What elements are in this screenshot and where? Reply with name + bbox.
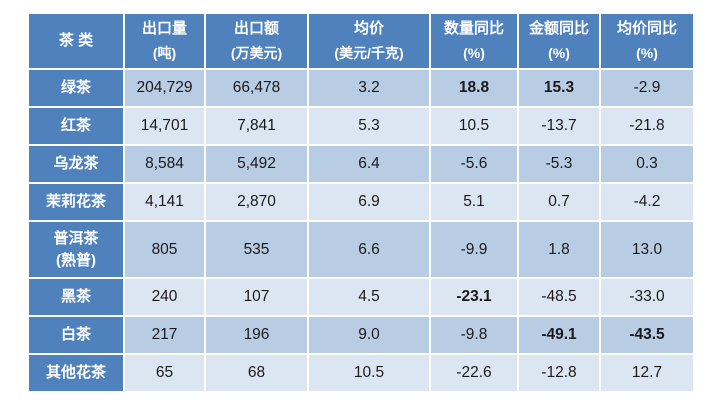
value-cell: 3.2 <box>309 70 429 106</box>
header-title: 均价同比 <box>616 20 677 37</box>
column-header: 出口量 (吨) <box>125 14 204 68</box>
column-header: 金额同比 (%) <box>519 14 599 68</box>
column-header: 数量同比 (%) <box>431 14 517 68</box>
value-cell: 66,478 <box>206 70 307 106</box>
table-row: 茉莉花茶 4,141 2,870 6.9 5.1 0.7 -4.2 <box>29 184 693 220</box>
value-cell: -5.3 <box>519 146 599 182</box>
header-row: 茶 类 出口量 (吨) 出口额 (万美元) 均价 (美元/千克) 数量同比 (%) 金额同比 (%)… <box>29 14 693 68</box>
value-cell: 12.7 <box>601 355 693 391</box>
category-cell: 绿茶 <box>29 70 123 106</box>
column-header: 均价 (美元/千克) <box>309 14 429 68</box>
value-cell: 107 <box>206 279 307 315</box>
value-cell: 0.3 <box>601 146 693 182</box>
column-header: 均价同比 (%) <box>601 14 693 68</box>
value-cell: 204,729 <box>125 70 204 106</box>
header-unit: (吨) <box>152 45 177 61</box>
category-cell: 普洱茶 (熟普) <box>29 222 123 277</box>
category-column-header: 茶 类 <box>29 14 123 68</box>
value-cell: 1.8 <box>519 222 599 277</box>
category-cell: 其他花茶 <box>29 355 123 391</box>
value-cell: 4,141 <box>125 184 204 220</box>
value-cell: -13.7 <box>519 108 599 144</box>
header-title: 均价 <box>353 20 384 37</box>
value-cell: -21.8 <box>601 108 693 144</box>
header-unit: (%) <box>636 45 658 61</box>
value-cell: 217 <box>125 317 204 353</box>
table-row: 红茶 14,701 7,841 5.3 10.5 -13.7 -21.8 <box>29 108 693 144</box>
header-title: 茶 类 <box>58 32 94 49</box>
value-cell: 6.9 <box>309 184 429 220</box>
category-cell: 黑茶 <box>29 279 123 315</box>
value-cell: 805 <box>125 222 204 277</box>
category-cell: 白茶 <box>29 317 123 353</box>
header-title: 金额同比 <box>528 20 589 37</box>
value-cell: -4.2 <box>601 184 693 220</box>
value-cell: -43.5 <box>601 317 693 353</box>
value-cell: 65 <box>125 355 204 391</box>
category-cell: 乌龙茶 <box>29 146 123 182</box>
value-cell: -9.9 <box>431 222 517 277</box>
value-cell: -2.9 <box>601 70 693 106</box>
value-cell: -9.8 <box>431 317 517 353</box>
value-cell: 14,701 <box>125 108 204 144</box>
table-row: 黑茶 240 107 4.5 -23.1 -48.5 -33.0 <box>29 279 693 315</box>
value-cell: 9.0 <box>309 317 429 353</box>
value-cell: -48.5 <box>519 279 599 315</box>
value-cell: 8,584 <box>125 146 204 182</box>
table-row: 普洱茶 (熟普) 805 535 6.6 -9.9 1.8 13.0 <box>29 222 693 277</box>
table-row: 乌龙茶 8,584 5,492 6.4 -5.6 -5.3 0.3 <box>29 146 693 182</box>
header-unit: (万美元) <box>230 45 283 61</box>
column-header: 出口额 (万美元) <box>206 14 307 68</box>
value-cell: 18.8 <box>431 70 517 106</box>
table-row: 白茶 217 196 9.0 -9.8 -49.1 -43.5 <box>29 317 693 353</box>
value-cell: 2,870 <box>206 184 307 220</box>
value-cell: 10.5 <box>431 108 517 144</box>
table-row: 绿茶 204,729 66,478 3.2 18.8 15.3 -2.9 <box>29 70 693 106</box>
value-cell: -23.1 <box>431 279 517 315</box>
table-row: 其他花茶 65 68 10.5 -22.6 -12.8 12.7 <box>29 355 693 391</box>
value-cell: 5.1 <box>431 184 517 220</box>
value-cell: 0.7 <box>519 184 599 220</box>
value-cell: 196 <box>206 317 307 353</box>
value-cell: -22.6 <box>431 355 517 391</box>
value-cell: -49.1 <box>519 317 599 353</box>
value-cell: 5.3 <box>309 108 429 144</box>
header-title: 出口量 <box>141 20 187 37</box>
value-cell: 5,492 <box>206 146 307 182</box>
header-title: 出口额 <box>233 20 279 37</box>
value-cell: 535 <box>206 222 307 277</box>
value-cell: 240 <box>125 279 204 315</box>
value-cell: 13.0 <box>601 222 693 277</box>
value-cell: -5.6 <box>431 146 517 182</box>
value-cell: 4.5 <box>309 279 429 315</box>
value-cell: 68 <box>206 355 307 391</box>
header-unit: (%) <box>463 45 485 61</box>
header-unit: (%) <box>548 45 570 61</box>
value-cell: 7,841 <box>206 108 307 144</box>
category-cell: 红茶 <box>29 108 123 144</box>
value-cell: 6.6 <box>309 222 429 277</box>
value-cell: 15.3 <box>519 70 599 106</box>
value-cell: 6.4 <box>309 146 429 182</box>
value-cell: -12.8 <box>519 355 599 391</box>
header-unit: (美元/千克) <box>334 45 404 61</box>
value-cell: 10.5 <box>309 355 429 391</box>
tea-export-table: 茶 类 出口量 (吨) 出口额 (万美元) 均价 (美元/千克) 数量同比 (%) 金额同比 (%)… <box>27 12 695 393</box>
value-cell: -33.0 <box>601 279 693 315</box>
header-title: 数量同比 <box>443 20 504 37</box>
category-cell: 茉莉花茶 <box>29 184 123 220</box>
table-container: 茶 类 出口量 (吨) 出口额 (万美元) 均价 (美元/千克) 数量同比 (%) 金额同比 (%)… <box>27 12 695 393</box>
